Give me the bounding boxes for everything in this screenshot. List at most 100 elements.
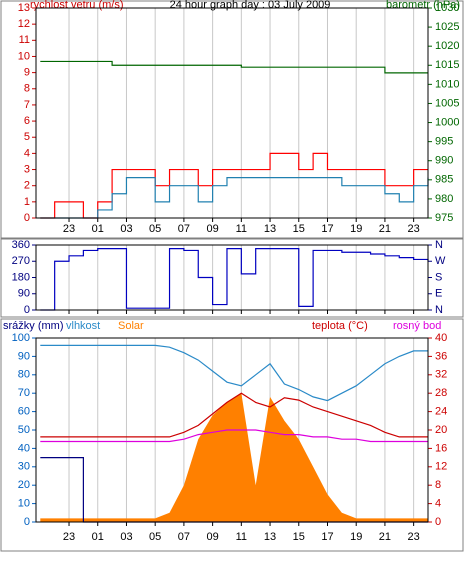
y2-tick-label: 985 [435,174,453,186]
y-tick-label: 8 [24,83,30,95]
y2-tick-label: 1030 [435,2,459,14]
y2-tick-label: 32 [435,369,447,381]
y2-tick-label: 12 [435,461,447,473]
legend-label: teplota (°C) [312,320,368,332]
y2-tick-label: E [435,288,442,300]
x-tick-label: 21 [379,531,391,543]
y-tick-label: 0 [24,212,30,224]
y-tick-label: 0 [24,304,30,316]
y2-tick-label: N [435,239,443,251]
y-tick-label: 1 [24,196,30,208]
y-tick-label: 13 [18,2,30,14]
y-tick-label: 90 [18,288,30,300]
y2-tick-label: 975 [435,212,453,224]
y2-tick-label: W [435,255,446,267]
x-tick-label: 13 [264,223,276,235]
y-tick-label: 40 [18,442,30,454]
y2-tick-label: 4 [435,498,441,510]
x-tick-label: 17 [321,223,333,235]
y-tick-label: 80 [18,369,30,381]
y2-tick-label: 24 [435,406,447,418]
y-tick-label: 360 [12,239,30,251]
y2-tick-label: 1010 [435,78,459,90]
x-tick-label: 11 [236,223,247,235]
x-tick-label: 21 [379,223,391,235]
y-tick-label: 90 [18,350,30,362]
x-tick-label: 09 [206,223,218,235]
y-tick-label: 4 [24,147,30,159]
y2-tick-label: 995 [435,136,453,148]
x-tick-label: 19 [350,223,362,235]
x-tick-label: 01 [92,531,104,543]
y2-tick-label: 990 [435,155,453,167]
legend-label: vlhkost [66,320,100,332]
line [40,177,429,219]
y2-tick-label: 36 [435,350,447,362]
x-tick-label: 11 [236,531,247,543]
y-tick-label: 12 [18,18,30,30]
x-tick-label: 15 [293,531,305,543]
panel-border [0,0,464,239]
legend-label: Solar [118,320,144,332]
legend-label: srážky (mm) [3,320,64,332]
panel-border [0,318,464,552]
y-tick-label: 0 [24,516,30,528]
y-tick-label: 5 [24,131,30,143]
y2-tick-label: 40 [435,332,447,344]
legend-label: rosný bod [393,320,441,332]
y2-tick-label: 8 [435,479,441,491]
y-tick-label: 3 [24,163,30,175]
y2-tick-label: 16 [435,442,447,454]
x-tick-label: 13 [264,531,276,543]
y-tick-label: 30 [18,461,30,473]
plot-frame [35,337,429,523]
y-axis-label: rychlost vetru (m/s) [30,0,124,11]
x-tick-label: 07 [178,531,190,543]
line [40,429,428,443]
y2-tick-label: 0 [435,516,441,528]
area [40,393,429,522]
y2-tick-label: 20 [435,424,447,436]
line [40,60,428,74]
y-tick-label: 10 [18,50,30,62]
x-tick-label: 05 [149,531,161,543]
y2-tick-label: 1020 [435,40,459,52]
y2-axis-label: barometr (hPa) [386,0,460,11]
y-tick-label: 10 [18,498,30,510]
x-tick-label: 01 [92,223,104,235]
y2-tick-label: S [435,271,442,283]
x-tick-label: 09 [206,531,218,543]
y2-tick-label: 980 [435,193,453,205]
y-tick-label: 7 [24,99,30,111]
line [40,392,428,438]
x-tick-label: 05 [149,223,161,235]
chart-title: 24 hour graph day : 03 July 2009 [170,0,331,11]
x-tick-label: 23 [408,223,420,235]
line [40,344,428,402]
y2-tick-label: 1025 [435,21,459,33]
y-tick-label: 270 [12,255,30,267]
x-tick-label: 03 [120,531,132,543]
x-tick-label: 23 [408,531,420,543]
y2-tick-label: 1015 [435,59,459,71]
y-tick-label: 9 [24,67,30,79]
y2-tick-label: 1000 [435,116,459,128]
y-tick-label: 2 [24,180,30,192]
y-tick-label: 100 [12,332,30,344]
y2-tick-label: 1005 [435,97,459,109]
line [40,248,429,311]
y-tick-label: 6 [24,115,30,127]
line [40,152,428,219]
y2-tick-label: 28 [435,387,447,399]
x-tick-label: 07 [178,223,190,235]
y-tick-label: 11 [19,34,30,46]
x-tick-label: 19 [350,531,362,543]
y-tick-label: 20 [18,479,30,491]
y2-tick-label: N [435,304,443,316]
panel-border [0,238,464,318]
x-tick-label: 17 [321,531,333,543]
x-tick-label: 23 [63,223,75,235]
x-tick-label: 15 [293,223,305,235]
y-tick-label: 70 [18,387,30,399]
